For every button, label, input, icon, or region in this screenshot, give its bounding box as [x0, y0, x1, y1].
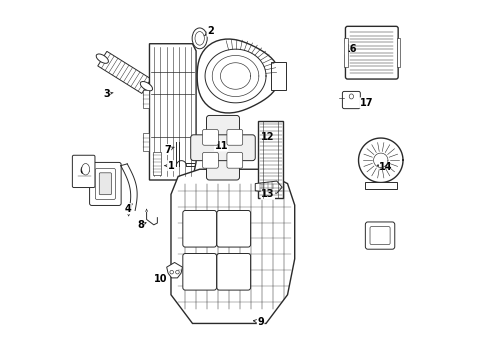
Text: 16: 16	[343, 44, 356, 54]
FancyBboxPatch shape	[364, 182, 396, 189]
Text: 2: 2	[204, 26, 213, 36]
FancyBboxPatch shape	[142, 134, 149, 151]
FancyBboxPatch shape	[226, 130, 242, 145]
FancyBboxPatch shape	[183, 211, 216, 247]
Polygon shape	[149, 44, 196, 180]
Polygon shape	[166, 262, 182, 278]
FancyBboxPatch shape	[95, 168, 115, 199]
Text: 11: 11	[214, 141, 227, 151]
Text: 1: 1	[164, 161, 174, 171]
FancyBboxPatch shape	[396, 38, 400, 67]
FancyBboxPatch shape	[345, 26, 397, 79]
FancyBboxPatch shape	[152, 152, 160, 175]
FancyBboxPatch shape	[369, 226, 389, 244]
Text: 10: 10	[153, 274, 166, 284]
Ellipse shape	[81, 163, 89, 175]
Ellipse shape	[140, 81, 152, 91]
Bar	[258, 121, 283, 198]
Polygon shape	[255, 181, 282, 193]
Text: 4: 4	[124, 204, 132, 214]
Text: 6: 6	[79, 166, 89, 176]
FancyBboxPatch shape	[202, 130, 218, 145]
FancyBboxPatch shape	[365, 222, 394, 249]
Text: 8: 8	[137, 220, 146, 230]
FancyBboxPatch shape	[206, 116, 239, 180]
Text: 5: 5	[98, 182, 108, 192]
FancyBboxPatch shape	[217, 211, 250, 247]
FancyBboxPatch shape	[226, 152, 242, 168]
Ellipse shape	[175, 270, 179, 274]
Text: 13: 13	[261, 189, 274, 199]
FancyBboxPatch shape	[183, 253, 216, 290]
Ellipse shape	[195, 32, 204, 45]
Text: 7: 7	[163, 144, 174, 154]
Ellipse shape	[96, 54, 108, 63]
Text: 12: 12	[261, 132, 274, 142]
FancyBboxPatch shape	[344, 38, 347, 67]
FancyBboxPatch shape	[342, 91, 360, 109]
Text: 15: 15	[374, 234, 388, 244]
Ellipse shape	[169, 270, 173, 274]
FancyBboxPatch shape	[217, 253, 250, 290]
FancyBboxPatch shape	[89, 162, 121, 206]
FancyBboxPatch shape	[142, 90, 149, 108]
Text: 9: 9	[253, 317, 264, 327]
Polygon shape	[271, 62, 285, 90]
FancyBboxPatch shape	[190, 135, 255, 161]
FancyBboxPatch shape	[202, 152, 218, 168]
Polygon shape	[98, 51, 151, 94]
Text: 3: 3	[103, 89, 113, 99]
Text: 14: 14	[377, 162, 392, 172]
Text: 17: 17	[359, 98, 372, 108]
Polygon shape	[197, 39, 279, 113]
Ellipse shape	[192, 28, 207, 49]
Polygon shape	[171, 169, 294, 323]
FancyBboxPatch shape	[99, 173, 111, 195]
FancyBboxPatch shape	[72, 155, 95, 188]
Ellipse shape	[348, 94, 353, 99]
